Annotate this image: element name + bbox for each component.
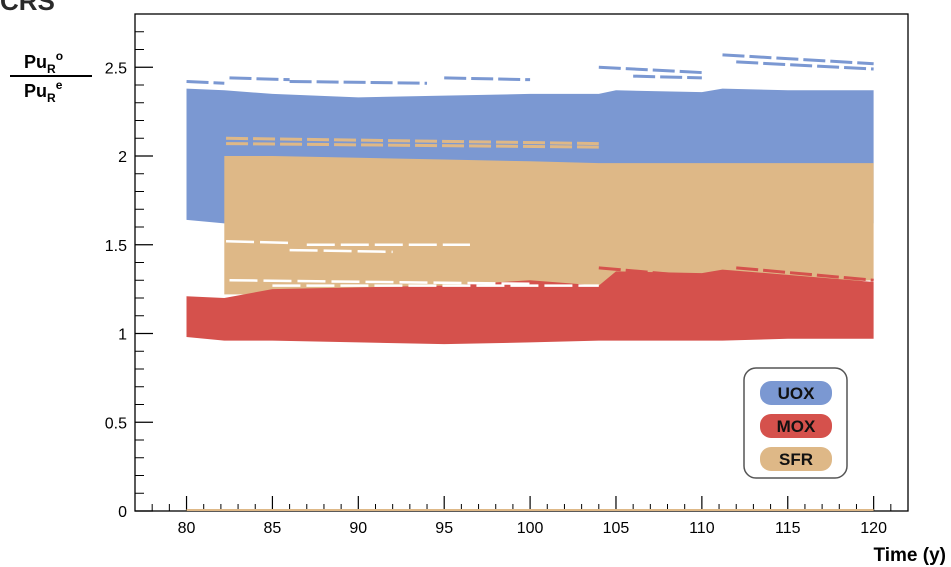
series-bands [186,88,874,345]
legend-swatch-sfr [760,447,832,471]
legend-swatch-mox [760,414,832,438]
streak-sfr [226,142,599,149]
streak-uox [633,74,702,80]
streak-mox [736,266,874,282]
x-tick-label: 120 [860,520,887,537]
y-axis-ticks: 0 0.5 1 1.5 2 2.5 [105,13,153,521]
streak-uox [736,60,874,71]
y-axis-label: PuRo PuRe [10,49,92,105]
streak-sfr [226,136,599,146]
x-axis-ticks: 80 85 90 95 100 105 110 115 120 [134,496,909,537]
streak-uox [186,79,225,85]
y-tick-label: 1 [118,327,127,344]
x-tick-label: 85 [264,520,282,537]
legend-label-sfr: SFR [779,450,813,469]
band-gap-line [289,248,393,254]
streak-uox [598,65,702,75]
legend-swatch-uox [760,381,832,405]
streak-uox [722,53,874,66]
legend: UOX MOX SFR [743,367,848,479]
band-mox [186,269,874,345]
y-label-denominator: PuRe [24,78,63,105]
y-tick-label: 0.5 [105,415,127,432]
x-tick-label: 105 [603,520,630,537]
x-tick-label: 100 [517,520,544,537]
x-tick-label: 110 [689,520,715,537]
x-tick-label: 95 [435,520,453,537]
band-streaks [186,53,874,287]
x-tick-label: 90 [349,520,367,537]
cropped-header-text: CRS [0,0,55,16]
streak-uox [229,76,290,82]
band-sfr [224,156,874,295]
streak-uox [289,79,428,85]
y-tick-label: 0 [118,504,127,521]
streak-mox [598,266,720,280]
y-tick-label: 1.5 [105,238,127,255]
x-axis-label: Time (y) [873,545,946,566]
streak-uox [444,76,531,82]
band-gap-line [226,239,290,245]
y-label-numerator: PuRo [24,49,63,76]
legend-label-mox: MOX [777,417,816,436]
legend-label-uox: UOX [778,384,816,403]
x-tick-label: 115 [775,520,801,537]
y-tick-label: 2 [118,149,127,166]
y-tick-label: 2.5 [105,60,127,77]
band-gap-line [229,279,531,286]
x-tick-label: 80 [178,520,196,537]
